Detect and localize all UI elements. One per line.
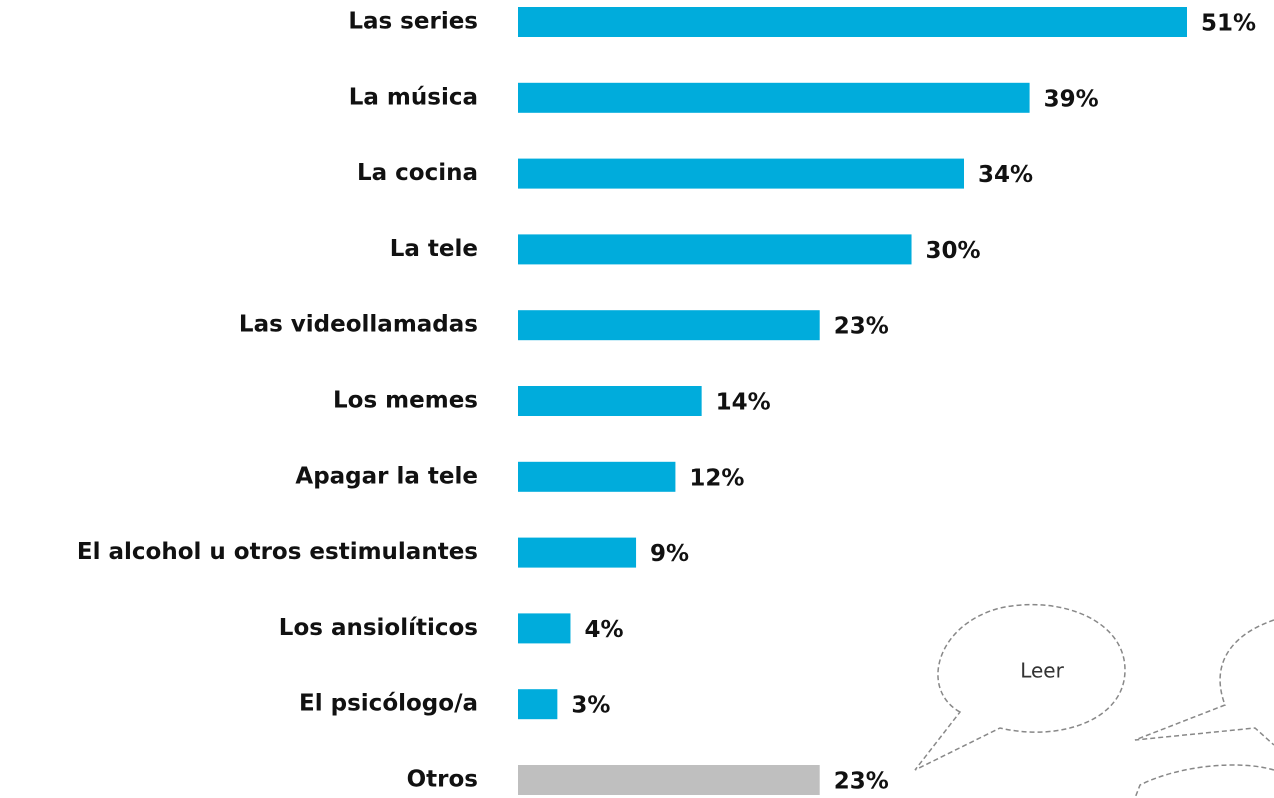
speech-bubble xyxy=(1134,764,1274,798)
bar xyxy=(518,689,558,720)
bar xyxy=(518,82,1030,113)
value-label: 23% xyxy=(834,769,889,795)
category-label: Las series xyxy=(348,9,478,35)
bar xyxy=(518,537,637,568)
bar xyxy=(518,310,820,341)
value-label: 4% xyxy=(584,617,623,643)
bar xyxy=(518,7,1187,37)
category-label: El alcohol u otros estimulantes xyxy=(77,539,478,565)
category-label: La música xyxy=(349,84,478,110)
bar xyxy=(518,613,571,644)
speech-bubbles: Leer xyxy=(914,603,1274,798)
value-label: 39% xyxy=(1044,86,1099,112)
bar xyxy=(518,765,820,795)
value-label: 23% xyxy=(834,314,889,340)
bar xyxy=(518,234,912,265)
value-label: 51% xyxy=(1201,11,1256,37)
category-label: Los memes xyxy=(333,388,478,414)
value-label: 3% xyxy=(571,693,610,719)
category-label: Otros xyxy=(407,767,478,793)
category-label: Los ansiolíticos xyxy=(279,615,478,641)
bar xyxy=(518,461,676,492)
annotation: Leer xyxy=(1020,659,1064,683)
speech-bubble xyxy=(1134,619,1274,746)
category-label: El psicólogo/a xyxy=(299,691,478,717)
value-label: 14% xyxy=(716,390,771,416)
bar xyxy=(518,386,702,416)
bar xyxy=(518,158,964,189)
category-label: Apagar la tele xyxy=(295,463,478,489)
value-label: 34% xyxy=(978,162,1033,188)
value-label: 9% xyxy=(650,541,689,567)
category-label: La cocina xyxy=(357,160,478,186)
value-label: 30% xyxy=(926,238,981,264)
category-label: Las videollamadas xyxy=(239,312,478,338)
value-label: 12% xyxy=(689,465,744,491)
category-label: La tele xyxy=(390,236,478,262)
speech-bubble xyxy=(914,603,1126,771)
